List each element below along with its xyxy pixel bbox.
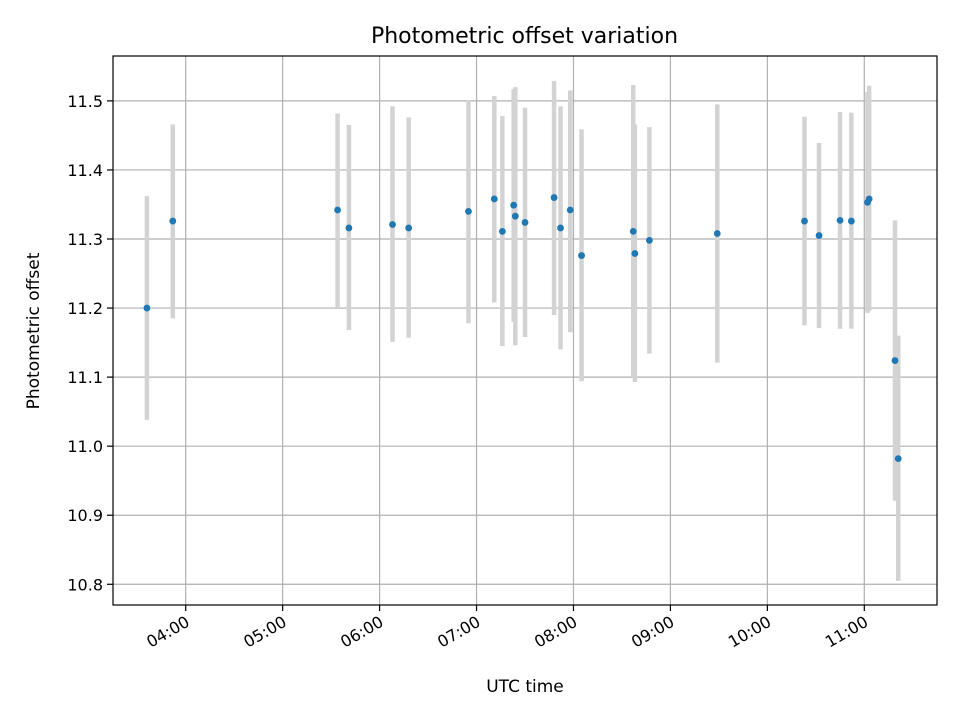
data-point	[629, 228, 637, 235]
y-tick-label: 11.5	[67, 92, 103, 111]
chart-title: Photometric offset variation	[371, 24, 678, 49]
data-point	[405, 224, 413, 232]
data-point	[557, 224, 564, 232]
data-point	[713, 230, 721, 237]
y-tick-label: 10.9	[67, 506, 103, 525]
y-tick-label: 11.3	[67, 230, 103, 249]
data-points	[143, 194, 902, 462]
data-point	[631, 250, 639, 257]
y-axis-ticks: 10.8 10.9 11.0 11.1 11.2 11.3 11.4 11.5	[67, 92, 113, 594]
data-point	[836, 216, 844, 224]
data-point	[510, 201, 518, 209]
data-point	[801, 217, 808, 225]
data-point	[389, 221, 396, 228]
x-axis-label: UTC time	[486, 677, 564, 697]
y-axis-label: Photometric offset	[24, 252, 44, 409]
data-point	[169, 217, 177, 225]
data-point	[465, 207, 472, 215]
y-tick-label: 10.8	[67, 575, 103, 594]
data-point	[894, 455, 902, 462]
data-point	[891, 357, 899, 364]
y-tick-label: 11.0	[67, 437, 103, 456]
y-tick-label: 11.1	[67, 368, 103, 387]
data-point	[143, 304, 151, 312]
data-point	[550, 194, 558, 201]
y-tick-label: 11.2	[67, 299, 103, 318]
data-point	[511, 212, 519, 220]
data-point	[646, 236, 653, 244]
data-point	[490, 195, 498, 203]
data-point	[578, 252, 585, 259]
data-point	[345, 224, 353, 232]
data-point	[865, 195, 873, 203]
plot-frame	[112, 55, 938, 606]
data-point	[521, 219, 529, 226]
data-point	[815, 232, 823, 239]
data-point	[498, 228, 506, 235]
data-point	[847, 217, 855, 225]
data-point	[334, 206, 341, 214]
y-tick-label: 11.4	[67, 161, 103, 180]
data-point	[566, 206, 574, 214]
